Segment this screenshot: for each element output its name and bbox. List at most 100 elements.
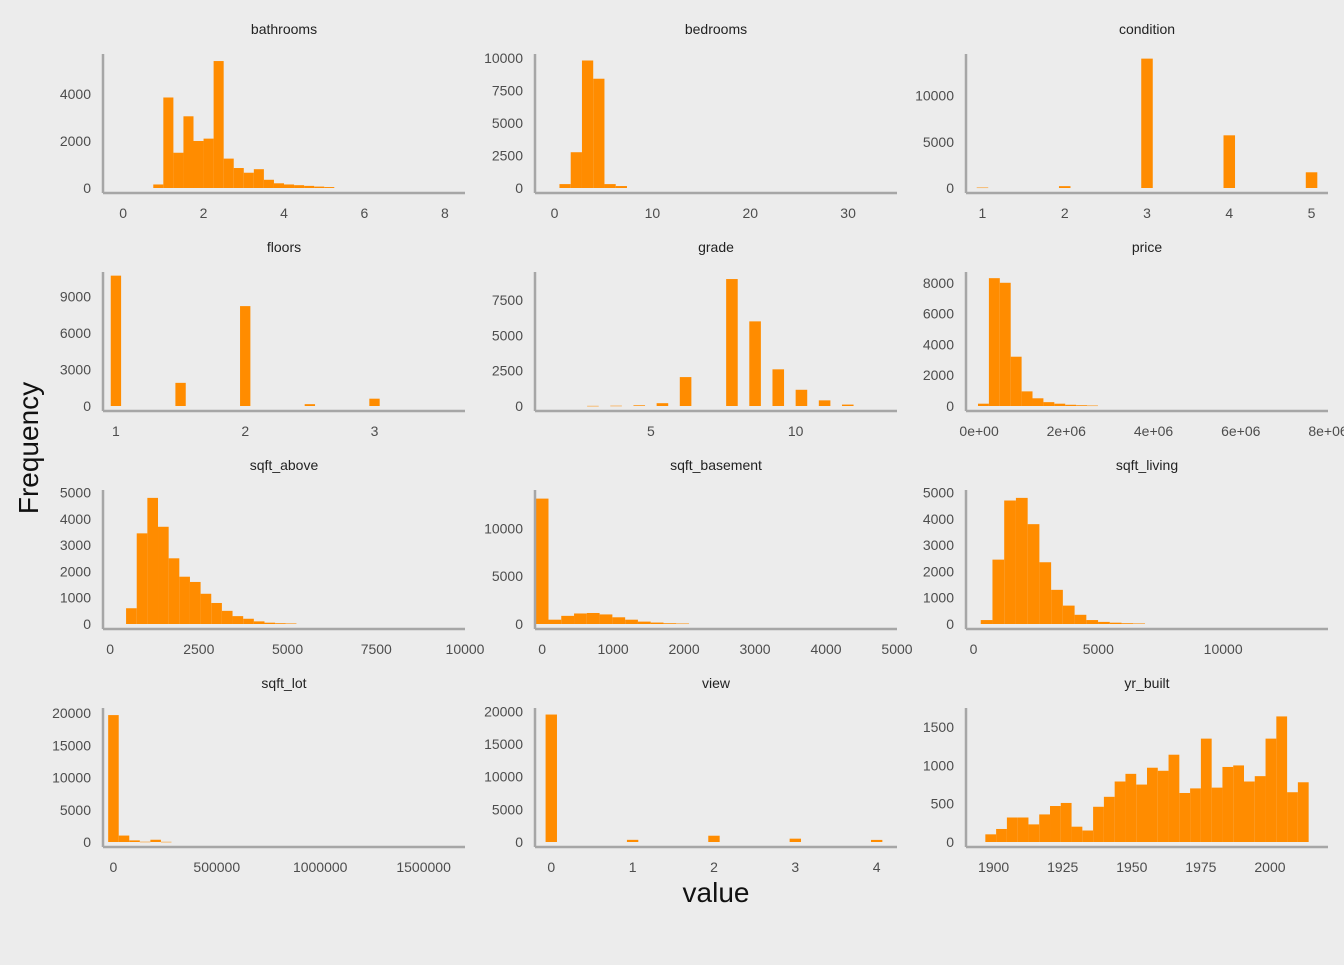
panel-title: grade [698, 239, 734, 255]
histogram-bar [1265, 738, 1277, 842]
x-tick-label: 7500 [361, 641, 392, 657]
y-tick-label: 10000 [484, 520, 523, 536]
histogram-bar [223, 158, 234, 188]
histogram-bar [545, 714, 557, 842]
histogram-bar [221, 610, 233, 624]
histogram-bar [599, 614, 613, 624]
histogram-bar [789, 838, 802, 842]
y-tick-label: 10000 [484, 50, 523, 66]
panel-sqft-lot: sqft_lot 0 5000 10000 15000 20000 0 500000 10000… [52, 675, 465, 875]
panel-view: view 0 5000 10000 15000 20000 0 1 2 3 4 [484, 675, 897, 875]
x-tick-label: 1950 [1116, 859, 1147, 875]
histogram-bar [610, 405, 622, 407]
histogram-bar [1071, 826, 1083, 842]
histogram-bar [637, 621, 651, 624]
histogram-bar [1093, 806, 1104, 842]
histogram-bar [561, 615, 575, 624]
histogram-bar [110, 275, 122, 406]
histogram-bar [1190, 788, 1201, 842]
histogram-bar [168, 558, 180, 624]
histogram-bar [1179, 792, 1191, 842]
x-tick-label: 2 [241, 423, 249, 439]
histogram-bar [1043, 402, 1055, 406]
histogram-bar [593, 78, 605, 188]
histogram-bar [1254, 776, 1266, 842]
y-tick-label: 10000 [915, 88, 954, 104]
histogram-bar [1015, 497, 1028, 624]
histogram-bar [211, 602, 222, 624]
histogram-bar [1114, 781, 1126, 842]
y-tick-label: 0 [515, 834, 523, 850]
y-tick-label: 5000 [60, 485, 91, 501]
x-tick-label: 1000 [598, 641, 629, 657]
y-tick-label: 3000 [923, 537, 954, 553]
histogram-bar [988, 278, 1000, 406]
histogram-bar [1109, 622, 1122, 624]
x-tick-label: 5000 [272, 641, 303, 657]
histogram-bar [253, 621, 265, 624]
histogram-bar [253, 169, 264, 188]
y-tick-label: 2000 [60, 563, 91, 579]
histogram-bar [1287, 792, 1298, 842]
histogram-bar [1136, 784, 1147, 842]
panel-sqft-basement: sqft_basement 0 5000 10000 0 1000 2000 3000 4000… [484, 457, 913, 657]
histogram-bar [992, 559, 1005, 624]
y-tick-label: 0 [515, 398, 523, 414]
histogram-bar [118, 835, 130, 842]
x-tick-label: 10 [645, 205, 661, 221]
y-tick-label: 0 [83, 180, 91, 196]
histogram-bar [324, 187, 335, 188]
histogram-bar [1082, 830, 1094, 842]
y-axis-label: Frequency [13, 382, 44, 514]
panel-title: sqft_living [1116, 457, 1178, 473]
y-tick-label: 0 [83, 834, 91, 850]
panel-title: bathrooms [251, 21, 317, 37]
x-tick-label: 6e+06 [1221, 423, 1261, 439]
x-tick-label: 30 [840, 205, 856, 221]
histogram-bar [203, 138, 214, 188]
x-tick-label: 5 [647, 423, 655, 439]
panel-bedrooms: bedrooms 0 2500 5000 7500 10000 0 10 20 30 [484, 21, 897, 221]
histogram-bar [369, 398, 380, 406]
histogram-bar [1076, 405, 1088, 406]
y-tick-label: 4000 [60, 86, 91, 102]
histogram-bar [1004, 500, 1016, 624]
x-tick-label: 2 [1061, 205, 1069, 221]
x-tick-label: 8 [441, 205, 449, 221]
histogram-bar [612, 617, 626, 624]
x-tick-label: 3 [791, 859, 799, 875]
panel-title: sqft_lot [261, 675, 306, 691]
histogram-bar [243, 618, 254, 624]
histogram-bar [275, 623, 286, 624]
histogram-bar [870, 839, 883, 842]
bars [559, 60, 627, 188]
histogram-bar [150, 839, 161, 842]
histogram-bar [158, 526, 169, 624]
y-tick-label: 0 [946, 616, 954, 632]
y-tick-label: 0 [83, 616, 91, 632]
x-tick-label: 4 [1225, 205, 1233, 221]
histogram-bar [574, 613, 587, 624]
x-tick-label: 3000 [739, 641, 770, 657]
histogram-bar [1098, 621, 1110, 624]
bars [545, 714, 883, 842]
x-tick-label: 0 [970, 641, 978, 657]
histogram-bar [1121, 623, 1134, 624]
histogram-bar [183, 116, 194, 188]
histogram-bar [587, 405, 599, 407]
x-tick-label: 2e+06 [1047, 423, 1087, 439]
histogram-bar [179, 576, 190, 624]
histogram-bar [1060, 802, 1072, 842]
x-tick-label: 2000 [1254, 859, 1285, 875]
y-tick-label: 1000 [923, 590, 954, 606]
y-tick-label: 5000 [492, 327, 523, 343]
x-tick-label: 2 [710, 859, 718, 875]
x-tick-label: 2 [200, 205, 208, 221]
histogram-bar [1157, 770, 1169, 842]
panel-title: floors [267, 239, 301, 255]
y-tick-label: 15000 [484, 736, 523, 752]
panel-floors: floors 0 3000 6000 9000 1 2 3 [60, 239, 465, 439]
histogram-bar [273, 183, 284, 188]
histogram-bar [604, 184, 616, 188]
